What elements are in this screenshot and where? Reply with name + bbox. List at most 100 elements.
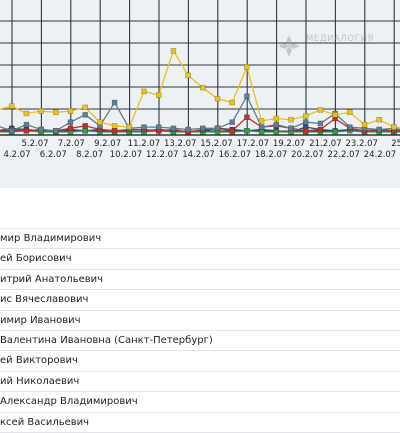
x-tick-label: 12.2.07 xyxy=(146,150,178,160)
legend-entry-label: ей Викторович xyxy=(0,355,78,367)
series-point xyxy=(200,125,206,132)
series-point xyxy=(155,124,162,130)
series-point xyxy=(258,118,265,124)
x-tick-label: 4.2.07 xyxy=(3,150,30,160)
series-point xyxy=(111,128,118,134)
legend-entry[interactable]: Александр Владимирович xyxy=(0,392,400,413)
series-point xyxy=(126,124,133,130)
series-point xyxy=(185,126,191,133)
plot-background xyxy=(0,0,400,135)
x-tick-label: 17.2.07 xyxy=(237,139,269,149)
watermark-logo: МЕДИАЛОГИЯ xyxy=(276,33,386,61)
chart-area: 5.2.07 7.2.07 9.2.07 11.2.07 13.2.07 15.2.07 1… xyxy=(0,0,400,188)
series-point xyxy=(111,99,118,106)
series-point xyxy=(391,124,397,130)
x-tick-label: 11.2.07 xyxy=(128,139,160,149)
series-point xyxy=(53,128,59,134)
series-point xyxy=(288,116,294,123)
legend-entry-label: ей Борисович xyxy=(0,253,72,265)
series-point xyxy=(258,124,265,130)
x-tick-label: 16.2.07 xyxy=(219,150,251,160)
legend-list: мир Владимирович ей Борисович итрий Анатол… xyxy=(0,228,400,433)
x-tick-label: 10.2.07 xyxy=(110,150,142,160)
legend-entry-label: ис Вячеславович xyxy=(0,294,89,306)
series-point xyxy=(273,129,280,135)
series-point xyxy=(288,125,294,132)
series-point xyxy=(67,108,74,114)
x-tick-label: 25. xyxy=(391,139,400,149)
x-tick-label: 6.2.07 xyxy=(40,150,67,160)
series-point xyxy=(347,124,353,130)
series-point xyxy=(273,115,280,122)
x-tick-label: 20.2.07 xyxy=(291,150,323,160)
series-point xyxy=(97,119,103,125)
series-point xyxy=(317,120,324,127)
series-point xyxy=(244,93,250,100)
legend-entry-label: мир Владимирович xyxy=(0,233,102,244)
medialogia-logo-icon xyxy=(278,35,300,57)
series-point xyxy=(229,128,235,134)
series-point xyxy=(332,112,338,118)
series-point xyxy=(244,114,250,120)
x-tick-label: 22.2.07 xyxy=(327,150,359,160)
series-point xyxy=(302,113,309,119)
series-point xyxy=(8,103,15,109)
series-point xyxy=(273,121,280,128)
legend-entry[interactable]: итрий Анатольевич xyxy=(0,270,400,291)
series-point xyxy=(23,110,30,117)
x-tick-label: 18.2.07 xyxy=(255,150,287,160)
series-point xyxy=(376,116,382,123)
series-point xyxy=(347,109,353,116)
x-tick-label: 14.2.07 xyxy=(182,150,214,160)
legend-entry-label: ксей Васильевич xyxy=(0,416,90,428)
series-point xyxy=(8,128,15,134)
legend-entry[interactable]: ий Николаевич xyxy=(0,372,400,393)
legend-entry[interactable]: ис Вячеславович xyxy=(0,290,400,311)
series-point xyxy=(229,119,235,125)
x-tick-label: 19.2.07 xyxy=(273,139,305,149)
series-point xyxy=(229,99,235,106)
series-point xyxy=(244,64,250,70)
x-tick-label: 5.2.07 xyxy=(21,139,48,149)
series-point xyxy=(141,88,147,95)
series-point xyxy=(302,128,309,134)
series-point xyxy=(82,123,88,129)
series-point xyxy=(302,119,309,125)
series-point xyxy=(376,126,382,133)
series-point xyxy=(53,109,59,116)
legend-entry-label: ий Николаевич xyxy=(0,375,80,387)
series-point xyxy=(23,121,30,128)
x-tick-label: 23.2.07 xyxy=(345,139,377,149)
legend-entry-label: Валентина Ивановна (Санкт-Петербург) xyxy=(0,334,213,346)
series-point xyxy=(258,129,265,135)
series-point xyxy=(23,128,30,134)
x-tick-label: 15.2.07 xyxy=(200,139,232,149)
legend-entry[interactable]: ей Борисович xyxy=(0,249,400,270)
x-tick-label: 9.2.07 xyxy=(94,139,121,149)
x-tick-label: 24.2.07 xyxy=(364,150,396,160)
legend-entry[interactable]: ей Викторович xyxy=(0,351,400,372)
series-point xyxy=(67,125,74,132)
legend-entry-label: имир Иванович xyxy=(0,314,81,326)
series-point xyxy=(82,104,88,111)
series-point xyxy=(155,92,162,98)
series-point xyxy=(214,96,221,102)
x-tick-label: 8.2.07 xyxy=(76,150,103,160)
series-point xyxy=(332,129,338,135)
x-tick-label: 21.2.07 xyxy=(309,139,341,149)
series-point xyxy=(214,125,221,132)
legend-entry[interactable]: имир Иванович xyxy=(0,311,400,331)
legend-entry[interactable]: ксей Васильевич xyxy=(0,413,400,433)
series-point xyxy=(170,48,177,54)
legend-entry-label: Александр Владимирович xyxy=(0,396,138,408)
series-point xyxy=(317,126,324,133)
series-point xyxy=(38,126,44,133)
series-point xyxy=(361,121,368,128)
legend-entry[interactable]: Валентина Ивановна (Санкт-Петербург) xyxy=(0,331,400,352)
legend-entry[interactable]: мир Владимирович xyxy=(0,228,400,250)
series-point xyxy=(200,84,206,91)
x-tick-label: 13.2.07 xyxy=(164,139,196,149)
series-point xyxy=(38,108,44,114)
series-point xyxy=(244,128,250,134)
series-point xyxy=(185,72,191,79)
